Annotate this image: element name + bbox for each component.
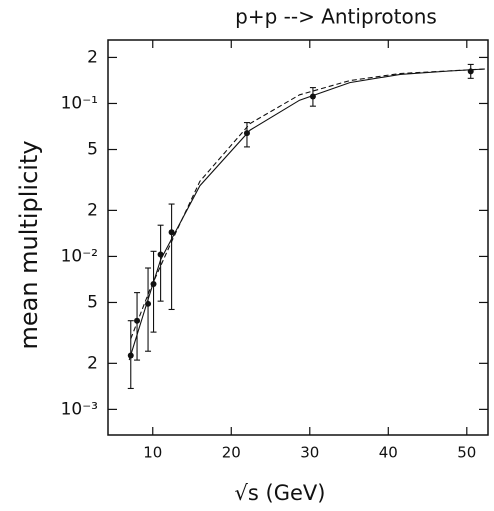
x-axis-label: √s (GeV) bbox=[235, 481, 326, 505]
y-tick-label: 5 bbox=[87, 140, 98, 160]
model-curve bbox=[128, 68, 485, 361]
y-tick-label: 5 bbox=[87, 292, 98, 312]
data-point bbox=[127, 352, 134, 359]
y-tick-label: 2 bbox=[87, 200, 98, 220]
data-point bbox=[150, 281, 157, 288]
data-point bbox=[134, 317, 141, 324]
x-tick-label: 10 bbox=[143, 444, 162, 462]
x-tick-label: 40 bbox=[379, 444, 398, 462]
y-tick-label: 10⁻¹ bbox=[61, 93, 98, 113]
data-point bbox=[309, 93, 316, 100]
y-tick-label: 2 bbox=[87, 353, 98, 373]
y-tick-label: 10⁻² bbox=[61, 246, 98, 266]
data-point bbox=[467, 68, 474, 75]
data-point bbox=[157, 251, 164, 258]
x-tick-label: 20 bbox=[222, 444, 241, 462]
data-point bbox=[168, 229, 175, 236]
data-point bbox=[243, 130, 250, 137]
model-curve bbox=[130, 68, 485, 339]
plot-frame bbox=[107, 39, 489, 436]
x-tick-label: 30 bbox=[300, 444, 319, 462]
data-point bbox=[145, 300, 152, 307]
y-tick-label: 10⁻³ bbox=[61, 399, 98, 419]
y-axis-label: mean multiplicity bbox=[15, 140, 43, 349]
chart-title: p+p --> Antiprotons bbox=[235, 5, 437, 29]
x-tick-label: 50 bbox=[457, 444, 476, 462]
y-tick-label: 2 bbox=[87, 47, 98, 67]
